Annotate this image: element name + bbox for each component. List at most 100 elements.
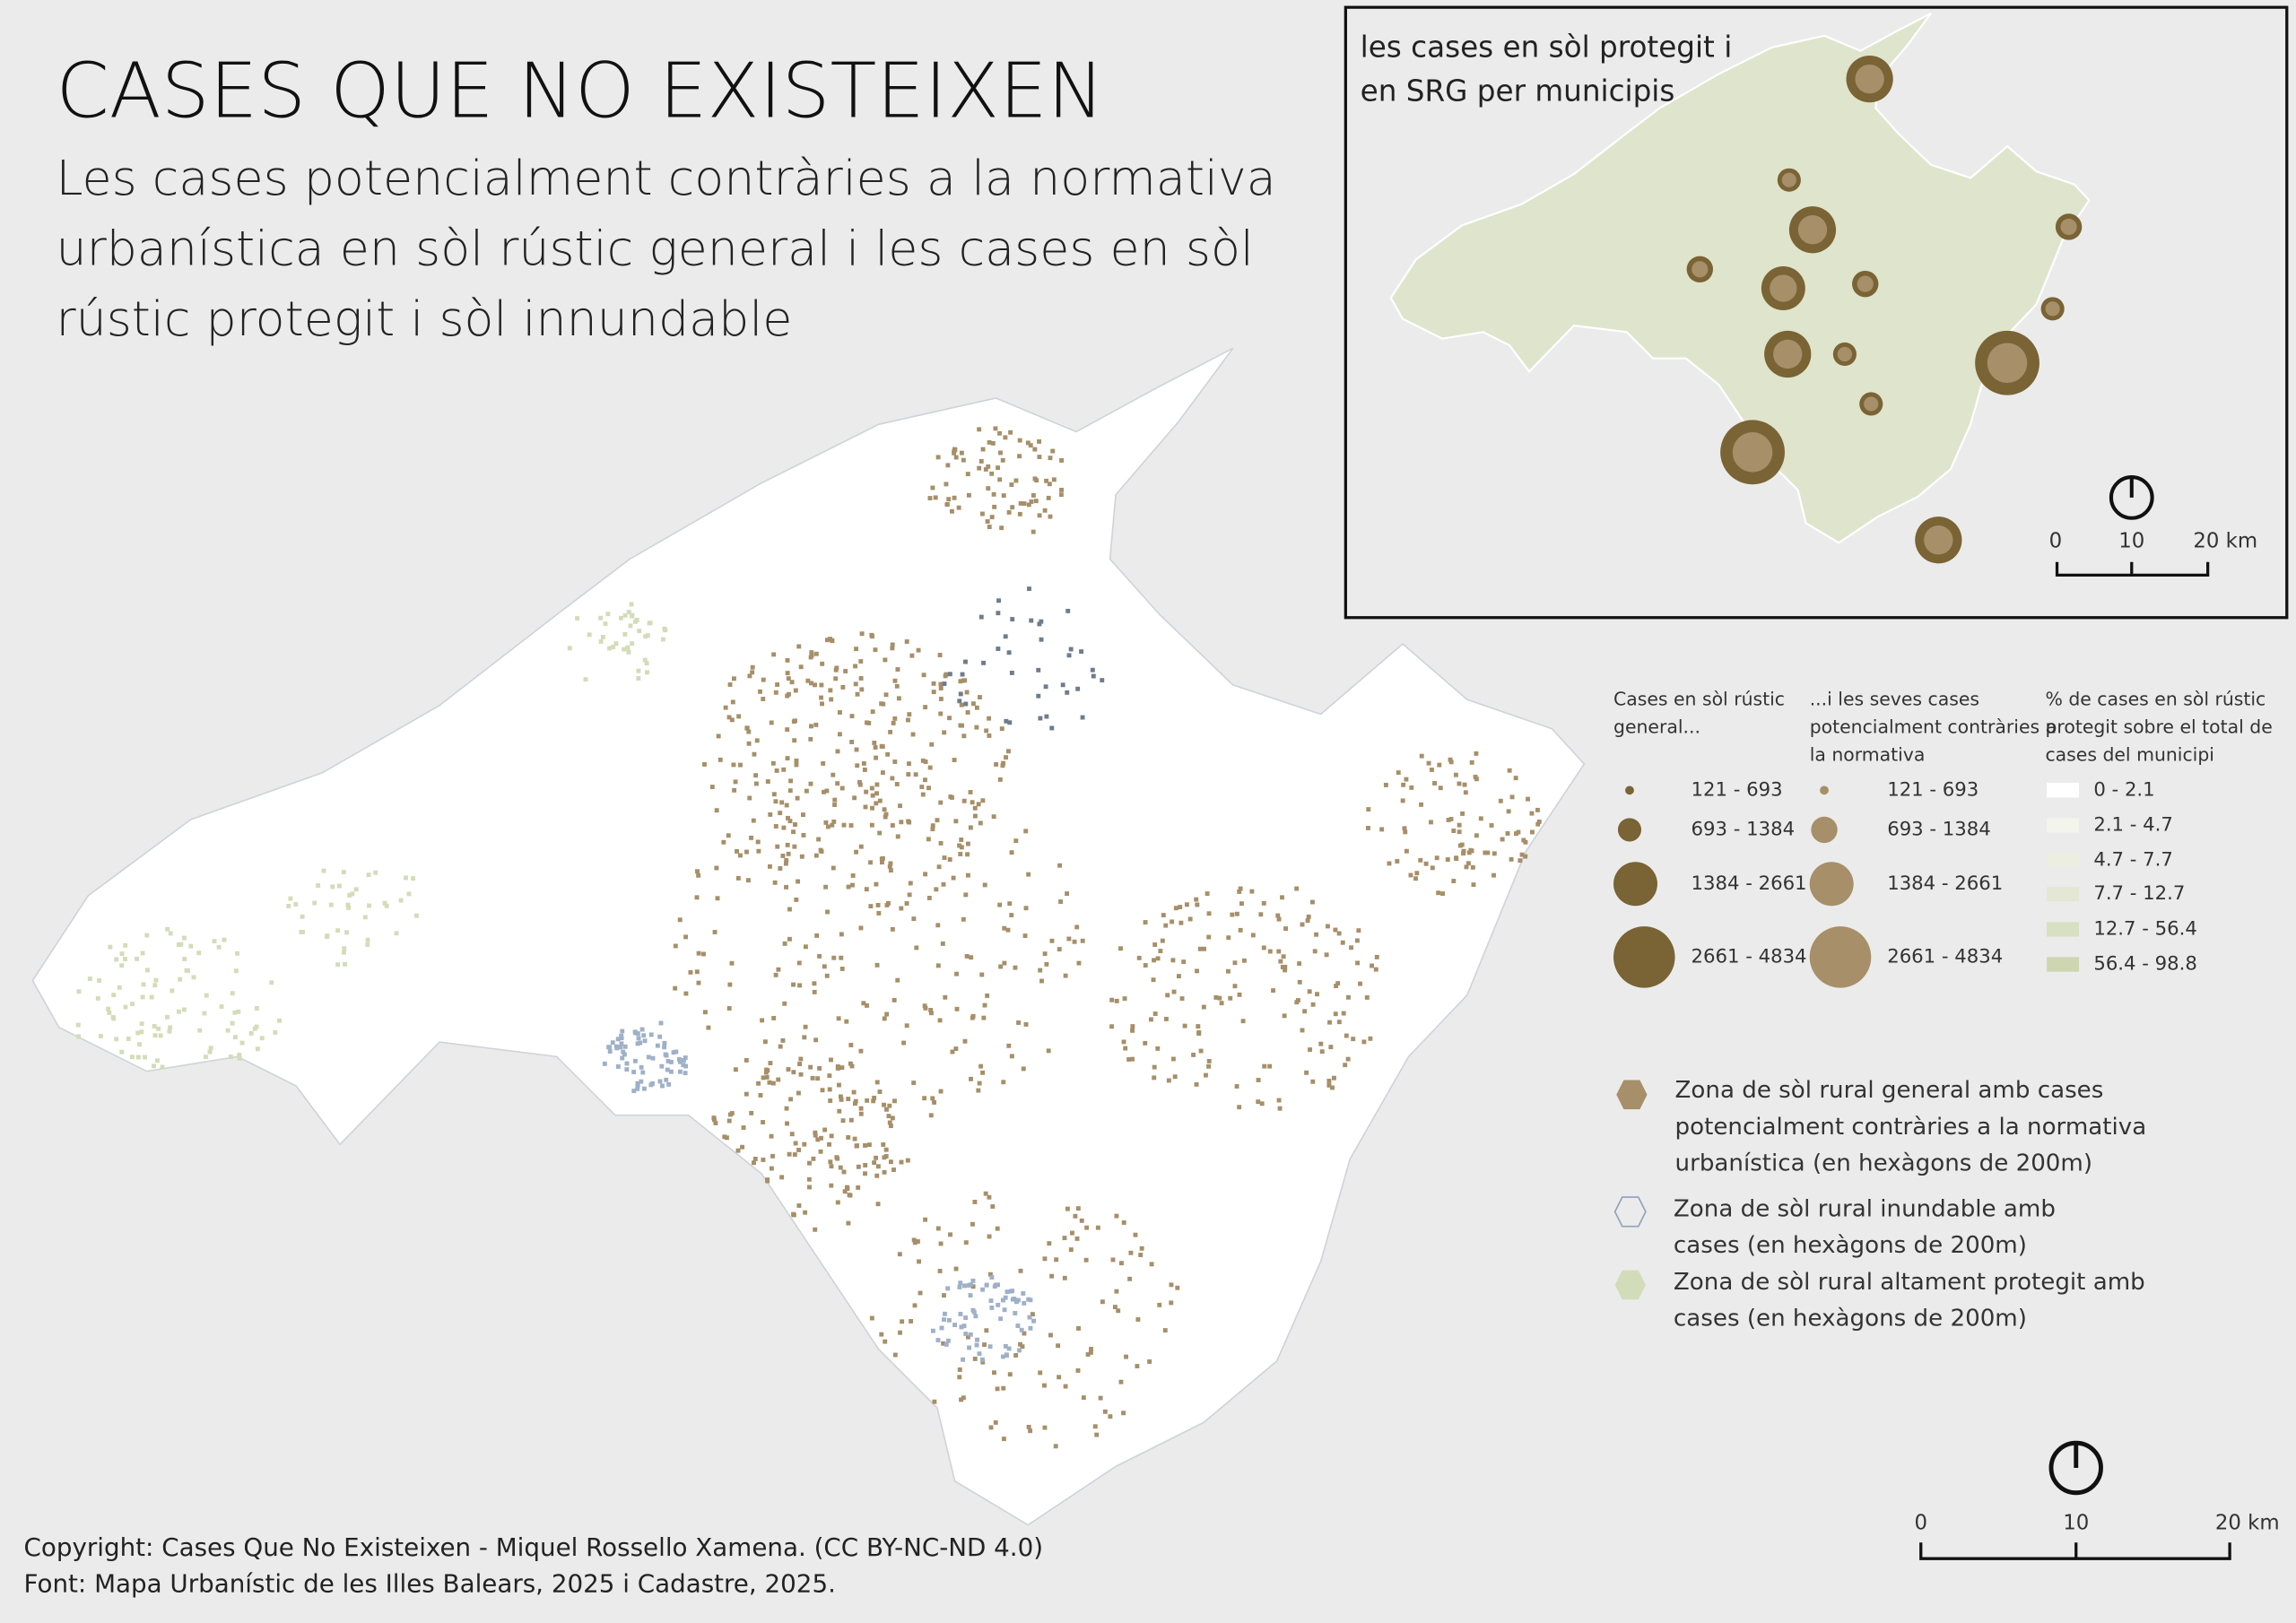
hexagon-cell — [946, 1317, 952, 1323]
hexagon-cell — [822, 1127, 828, 1133]
hexagon-cell — [677, 1059, 683, 1064]
hexagon-cell — [230, 991, 235, 996]
hexagon-cell — [237, 1053, 242, 1058]
hexagon-cell — [1065, 1206, 1070, 1211]
hexagon-cell — [1191, 1052, 1196, 1057]
hexagon-cell — [794, 762, 799, 768]
hexagon-cell — [1498, 798, 1503, 803]
hexagon-cell — [1438, 785, 1443, 791]
hexagon-cell — [254, 1006, 259, 1011]
hexagon-cell — [1062, 1236, 1067, 1241]
hexagon-cell — [1166, 1078, 1171, 1083]
hexagon-cell — [1462, 782, 1467, 787]
hexagon-cell — [857, 779, 862, 785]
hexagon-cell — [1070, 1230, 1074, 1236]
hexagon-cell — [932, 1100, 936, 1105]
hexagon-cell — [1250, 933, 1256, 938]
hexagon-cell — [1400, 798, 1405, 803]
hexagon-cell — [781, 767, 787, 772]
hexagon-cell — [1232, 960, 1238, 966]
hexagon-cell — [605, 612, 611, 617]
hexagon-cell — [809, 653, 814, 658]
hexagon-cell — [785, 657, 790, 663]
hexagon-cell — [647, 621, 652, 626]
hexagon-cell — [813, 1133, 818, 1138]
hexagon-cell — [646, 1055, 651, 1060]
inset-circle — [1770, 274, 1797, 302]
hexagon-cell — [791, 1070, 796, 1075]
hexagon-cell — [909, 1319, 914, 1324]
hexagon-cell — [785, 727, 790, 733]
hexagon-cell — [1519, 852, 1525, 857]
hexagon-cell — [1307, 989, 1312, 994]
hexagon-cell — [1157, 1302, 1162, 1307]
hexagon-cell — [785, 756, 790, 761]
hexagon-cell — [770, 1153, 775, 1159]
hexagon-cell — [781, 825, 787, 830]
hexagon-cell — [870, 805, 874, 811]
hexagon-cell — [939, 1325, 944, 1331]
hexagon-cell — [935, 1338, 941, 1342]
hexagon-cell — [606, 1045, 612, 1050]
hexagon-cell — [362, 915, 368, 920]
hexagon-cell — [636, 668, 641, 673]
legend-swatch — [2047, 957, 2080, 972]
hexagon-cell — [1012, 1297, 1017, 1301]
hexagon-cell — [808, 736, 813, 742]
hexagon-cell — [762, 1039, 768, 1045]
zone-label: potencialment contràries a la normativa — [1675, 1114, 2147, 1141]
hexagon-cell — [875, 1164, 881, 1169]
hexagon-cell — [1297, 979, 1302, 985]
hexagon-cell — [273, 1029, 278, 1035]
hexagon-cell — [965, 872, 970, 878]
hexagon-cell — [957, 1367, 962, 1372]
hexagon-cell — [346, 905, 351, 910]
hexagon-cell — [1109, 997, 1115, 1002]
hexagon-cell — [941, 881, 946, 887]
hexagon-cell — [330, 884, 335, 890]
hexagon-cell — [959, 838, 964, 842]
hexagon-cell — [820, 701, 824, 707]
hexagon-cell — [918, 1290, 923, 1296]
hexagon-cell — [1059, 487, 1064, 492]
hexagon-cell — [288, 896, 293, 901]
hexagon-cell — [1294, 886, 1300, 891]
hexagon-cell — [760, 1018, 765, 1023]
hexagon-cell — [773, 799, 778, 804]
hexagon-cell — [950, 508, 954, 514]
hexagon-cell — [935, 923, 941, 928]
hexagon-cell — [111, 993, 117, 998]
hexagon-cell — [1010, 505, 1015, 510]
hexagon-cell — [841, 1169, 847, 1175]
hexagon-cell — [891, 1167, 896, 1172]
hexagon-cell — [1341, 1011, 1346, 1016]
hexagon-cell — [1234, 911, 1239, 916]
hexagon-cell — [858, 1111, 864, 1116]
hexagon-cell — [879, 743, 884, 749]
hexagon-cell — [930, 1096, 935, 1101]
hexagon-cell — [677, 1069, 683, 1074]
hexagon-cell — [701, 951, 706, 957]
hexagon-cell — [1419, 802, 1423, 807]
hexagon-cell — [676, 1056, 682, 1062]
hexagon-cell — [1204, 1072, 1208, 1078]
hexagon-cell — [736, 714, 742, 719]
hexagon-cell — [922, 1096, 927, 1101]
hexagon-cell — [738, 853, 743, 858]
hexagon-cell — [1006, 509, 1012, 515]
hexagon-cell — [1461, 851, 1466, 856]
hexagon-cell — [1258, 912, 1264, 917]
hexagon-cell — [635, 1041, 640, 1046]
hexagon-cell — [1305, 918, 1310, 924]
hexagon-cell — [963, 701, 969, 707]
hexagon-cell — [638, 1040, 643, 1046]
hexagon-cell — [961, 798, 967, 803]
hexagon-cell — [927, 765, 933, 770]
hexagon-cell — [1048, 456, 1053, 461]
hexagon-cell — [894, 782, 900, 786]
hexagon-cell — [985, 519, 990, 524]
hexagon-cell — [723, 705, 728, 710]
hexagon-cell — [1429, 820, 1433, 825]
hexagon-cell — [901, 1040, 907, 1046]
hexagon-cell — [791, 982, 796, 987]
